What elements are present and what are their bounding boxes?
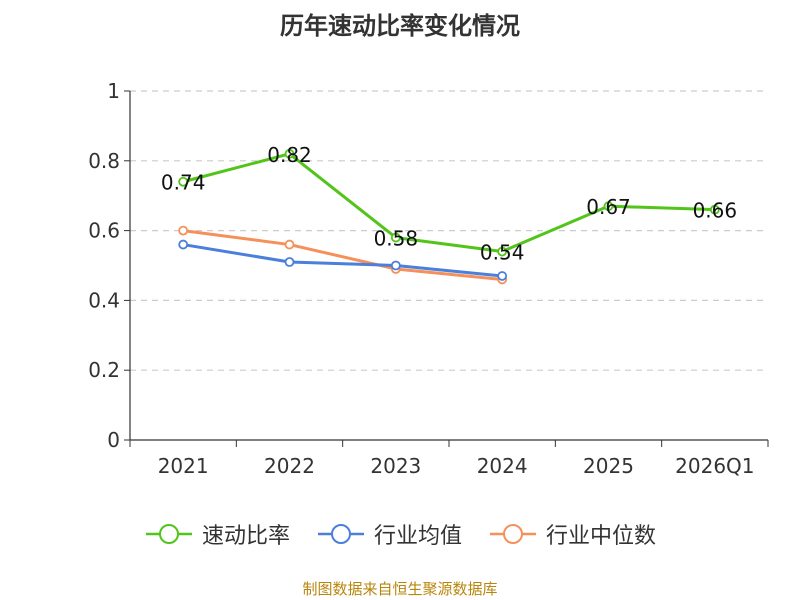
series-line [182, 229, 503, 281]
legend-label-quick-ratio: 速动比率 [201, 524, 290, 549]
data-point[interactable] [178, 225, 189, 236]
x-tick-label: 2023 [370, 454, 421, 478]
data-point[interactable] [390, 232, 401, 243]
data-point[interactable] [390, 260, 401, 271]
x-tick-label: 2025 [583, 454, 634, 478]
legend-marker-industry-median [490, 524, 536, 544]
x-tick-label: 2024 [477, 454, 528, 478]
legend: 速动比率 行业均值 行业中位数 [0, 518, 800, 550]
data-point[interactable] [284, 148, 295, 159]
data-label: 0.58 [374, 227, 419, 251]
legend-item-quick-ratio[interactable]: 速动比率 [144, 518, 290, 550]
y-tick-label: 0.2 [88, 358, 120, 382]
x-tick-label: 2022 [264, 454, 315, 478]
data-point[interactable] [497, 246, 508, 257]
data-label: 0.54 [480, 241, 525, 265]
data-labels: 0.74 0.82 0.58 0.54 0.67 0.66 [161, 143, 737, 265]
data-point[interactable] [178, 239, 189, 250]
data-point[interactable] [284, 257, 295, 267]
legend-marker-quick-ratio [145, 524, 192, 544]
data-label: 0.67 [586, 195, 631, 219]
data-point[interactable] [709, 204, 720, 215]
data-label: 0.82 [267, 143, 312, 167]
legend-item-industry-median[interactable]: 行业中位数 [488, 518, 656, 550]
data-point[interactable] [603, 201, 614, 212]
y-tick-label: 0 [107, 428, 120, 452]
y-tick-label: 0.6 [88, 219, 120, 243]
data-label: 0.74 [161, 171, 206, 195]
data-point[interactable] [497, 271, 508, 281]
legend-marker-industry-mean [317, 524, 364, 544]
tick-labels: 0 0.2 0.4 0.6 0.8 1 2021 2022 2023 2024 2025 2026Q1 [88, 79, 754, 478]
series-line [182, 152, 715, 254]
legend-item-industry-mean[interactable]: 行业均值 [316, 518, 462, 550]
legend-label-industry-median: 行业中位数 [546, 524, 657, 549]
data-point[interactable] [284, 239, 295, 250]
x-tick-label: 2026Q1 [675, 454, 754, 478]
source-note: 制图数据来自恒生聚源数据库 [302, 580, 498, 598]
grid-lines [130, 90, 768, 371]
axes [124, 90, 769, 447]
chart-title: 历年速动比率变化情况 [280, 12, 520, 40]
data-label: 0.66 [693, 199, 738, 223]
y-tick-label: 1 [107, 79, 120, 103]
x-tick-label: 2021 [158, 454, 209, 478]
y-tick-label: 0.4 [88, 288, 120, 312]
data-point[interactable] [178, 176, 189, 187]
legend-label-industry-mean: 行业均值 [373, 524, 462, 549]
y-tick-label: 0.8 [88, 149, 120, 173]
series-lines [178, 148, 720, 285]
series-line [182, 243, 503, 278]
